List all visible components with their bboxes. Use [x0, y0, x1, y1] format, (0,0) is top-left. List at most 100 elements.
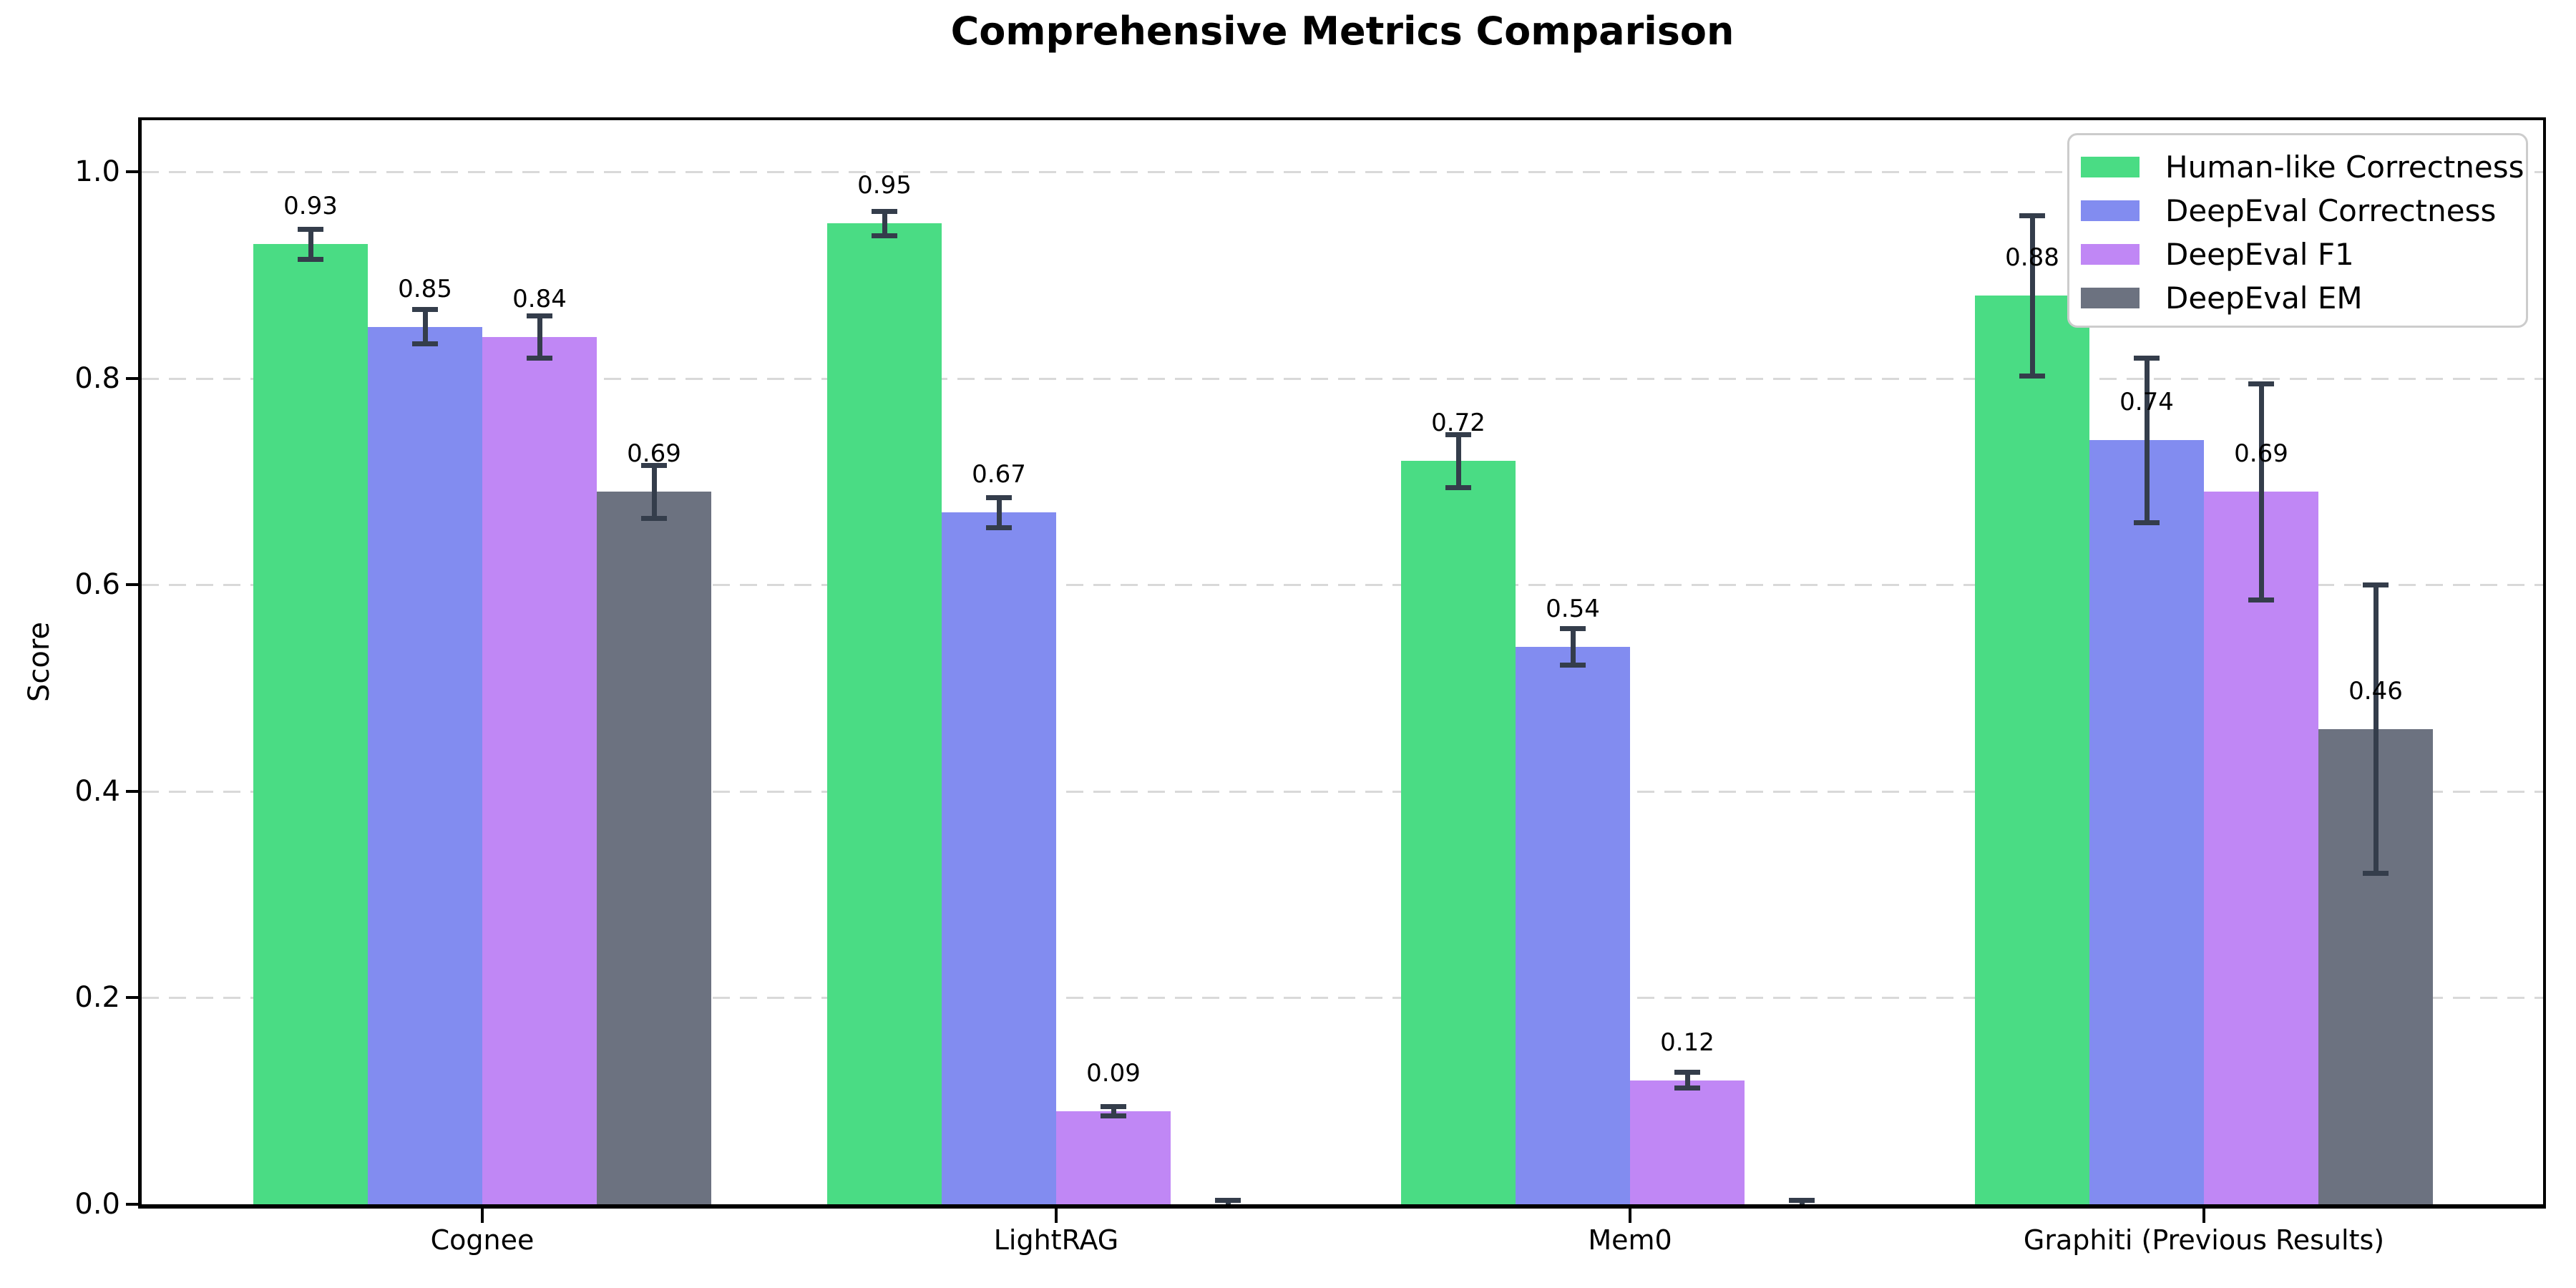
- bar-value-label: 0.69: [627, 439, 681, 469]
- bar-graphiti-s0: [1975, 296, 2089, 1204]
- error-bar-cap-bottom: [872, 233, 897, 238]
- y-tick-label: 0.4: [74, 774, 120, 808]
- y-tick-label: 0.2: [74, 981, 120, 1015]
- bar-value-label: 0.69: [2234, 439, 2288, 469]
- gridline: [142, 997, 2543, 1000]
- x-tick-mark: [1629, 1209, 1631, 1223]
- bar-value-label: 0.54: [1546, 594, 1600, 623]
- error-bar: [1570, 628, 1576, 665]
- legend-swatch-icon: [2081, 244, 2140, 265]
- error-bar: [1455, 434, 1461, 488]
- bar-value-label: 0.74: [2119, 388, 2174, 417]
- gridline: [142, 377, 2543, 380]
- error-bar-cap-top: [1101, 1103, 1126, 1109]
- legend-item: DeepEval Correctness: [2069, 189, 2526, 233]
- bar-value-label: 0.95: [857, 171, 912, 200]
- error-bar: [2373, 585, 2379, 874]
- bar-value-label: 0.93: [283, 192, 338, 221]
- y-tick-label: 1.0: [74, 155, 120, 189]
- bar-value-label: 0.84: [512, 285, 567, 313]
- x-tick-mark: [481, 1209, 484, 1223]
- error-bar-cap-top: [872, 208, 897, 214]
- error-bar: [2144, 357, 2150, 523]
- bar-lightrag-s2: [1056, 1111, 1171, 1204]
- error-bar-cap-top: [1445, 431, 1471, 437]
- error-bar-cap-top: [986, 494, 1012, 500]
- legend-swatch-icon: [2081, 288, 2140, 308]
- y-tick-label: 0.0: [74, 1188, 120, 1221]
- error-bar-cap-top: [527, 313, 552, 318]
- error-bar: [308, 228, 313, 260]
- plot-area: 0.93 0.95 0.72 0.88 0.85 0.67 0.54 0.74 0.84 0.09…: [142, 120, 2543, 1204]
- bar-mem0-s0: [1401, 461, 1516, 1204]
- error-bar: [2029, 215, 2035, 376]
- y-tick-mark: [126, 789, 142, 793]
- bar-cognee-s1: [368, 326, 482, 1204]
- legend-swatch-icon: [2081, 157, 2140, 177]
- y-tick-label: 0.6: [74, 568, 120, 602]
- legend-item-label: DeepEval F1: [2165, 237, 2354, 272]
- bar-value-label: 0.12: [1660, 1028, 1714, 1057]
- error-bar-cap-top: [412, 307, 438, 313]
- error-bar-cap-bottom: [641, 515, 667, 521]
- x-tick-mark: [2202, 1209, 2205, 1223]
- error-bar-cap-top: [1560, 625, 1586, 631]
- error-bar: [996, 497, 1002, 528]
- error-bar-cap-bottom: [1560, 662, 1586, 668]
- error-bar-cap-bottom: [2019, 373, 2045, 379]
- y-tick-mark: [126, 1203, 142, 1206]
- bar-value-label: 0.72: [1431, 409, 1485, 438]
- x-tick-label: LightRAG: [993, 1224, 1119, 1256]
- legend: Human-like Correctness DeepEval Correctne…: [2067, 133, 2528, 328]
- bar-graphiti-s2: [2204, 492, 2318, 1204]
- error-bar: [1684, 1072, 1690, 1089]
- y-tick-mark: [126, 170, 142, 174]
- error-bar-cap-top: [2248, 381, 2274, 386]
- bar-value-label: 0.09: [1086, 1059, 1141, 1088]
- bar-mem0-s2: [1630, 1080, 1745, 1204]
- error-bar: [422, 309, 428, 345]
- error-bar-cap-top: [2019, 213, 2045, 218]
- legend-item-label: DeepEval EM: [2165, 280, 2363, 316]
- bar-cognee-s0: [253, 244, 368, 1204]
- error-bar-cap-bottom: [527, 356, 552, 361]
- gridline: [142, 171, 2543, 174]
- y-tick-mark: [126, 376, 142, 380]
- error-bar-cap-top: [2134, 355, 2160, 361]
- legend-item: Human-like Correctness: [2069, 145, 2526, 189]
- x-tick-label: Graphiti (Previous Results): [2023, 1224, 2385, 1256]
- bar-lightrag-s0: [827, 223, 942, 1204]
- gridline: [142, 790, 2543, 793]
- y-tick-label: 0.8: [74, 361, 120, 395]
- error-bar: [882, 210, 887, 236]
- x-tick-label: Cognee: [430, 1224, 535, 1256]
- error-bar-cap-top: [2363, 582, 2389, 588]
- error-bar-cap-top: [1789, 1198, 1815, 1204]
- error-bar-cap-bottom: [1445, 484, 1471, 490]
- bar-cognee-s3: [597, 492, 711, 1204]
- error-bar: [2258, 383, 2264, 600]
- legend-item-label: Human-like Correctness: [2165, 150, 2524, 185]
- x-tick-label: Mem0: [1588, 1224, 1672, 1256]
- legend-item: DeepEval EM: [2069, 276, 2526, 320]
- error-bar: [537, 315, 542, 359]
- chart-title: Comprehensive Metrics Comparison: [950, 9, 1735, 54]
- error-bar-cap-bottom: [2363, 871, 2389, 877]
- error-bar: [1111, 1106, 1116, 1117]
- error-bar-cap-bottom: [2134, 519, 2160, 525]
- bar-mem0-s1: [1516, 646, 1630, 1204]
- error-bar: [651, 464, 657, 519]
- legend-swatch-icon: [2081, 200, 2140, 221]
- y-tick-mark: [126, 996, 142, 1000]
- bar-value-label: 0.67: [972, 460, 1026, 489]
- error-bar-cap-top: [1674, 1070, 1700, 1075]
- bar-lightrag-s1: [942, 512, 1056, 1204]
- bar-graphiti-s1: [2089, 440, 2204, 1204]
- bar-cognee-s2: [482, 337, 597, 1204]
- legend-item: DeepEval F1: [2069, 233, 2526, 276]
- error-bar-cap-top: [1215, 1198, 1241, 1204]
- x-tick-mark: [1055, 1209, 1058, 1223]
- error-bar-cap-bottom: [2248, 597, 2274, 602]
- bar-value-label: 0.46: [2348, 677, 2403, 706]
